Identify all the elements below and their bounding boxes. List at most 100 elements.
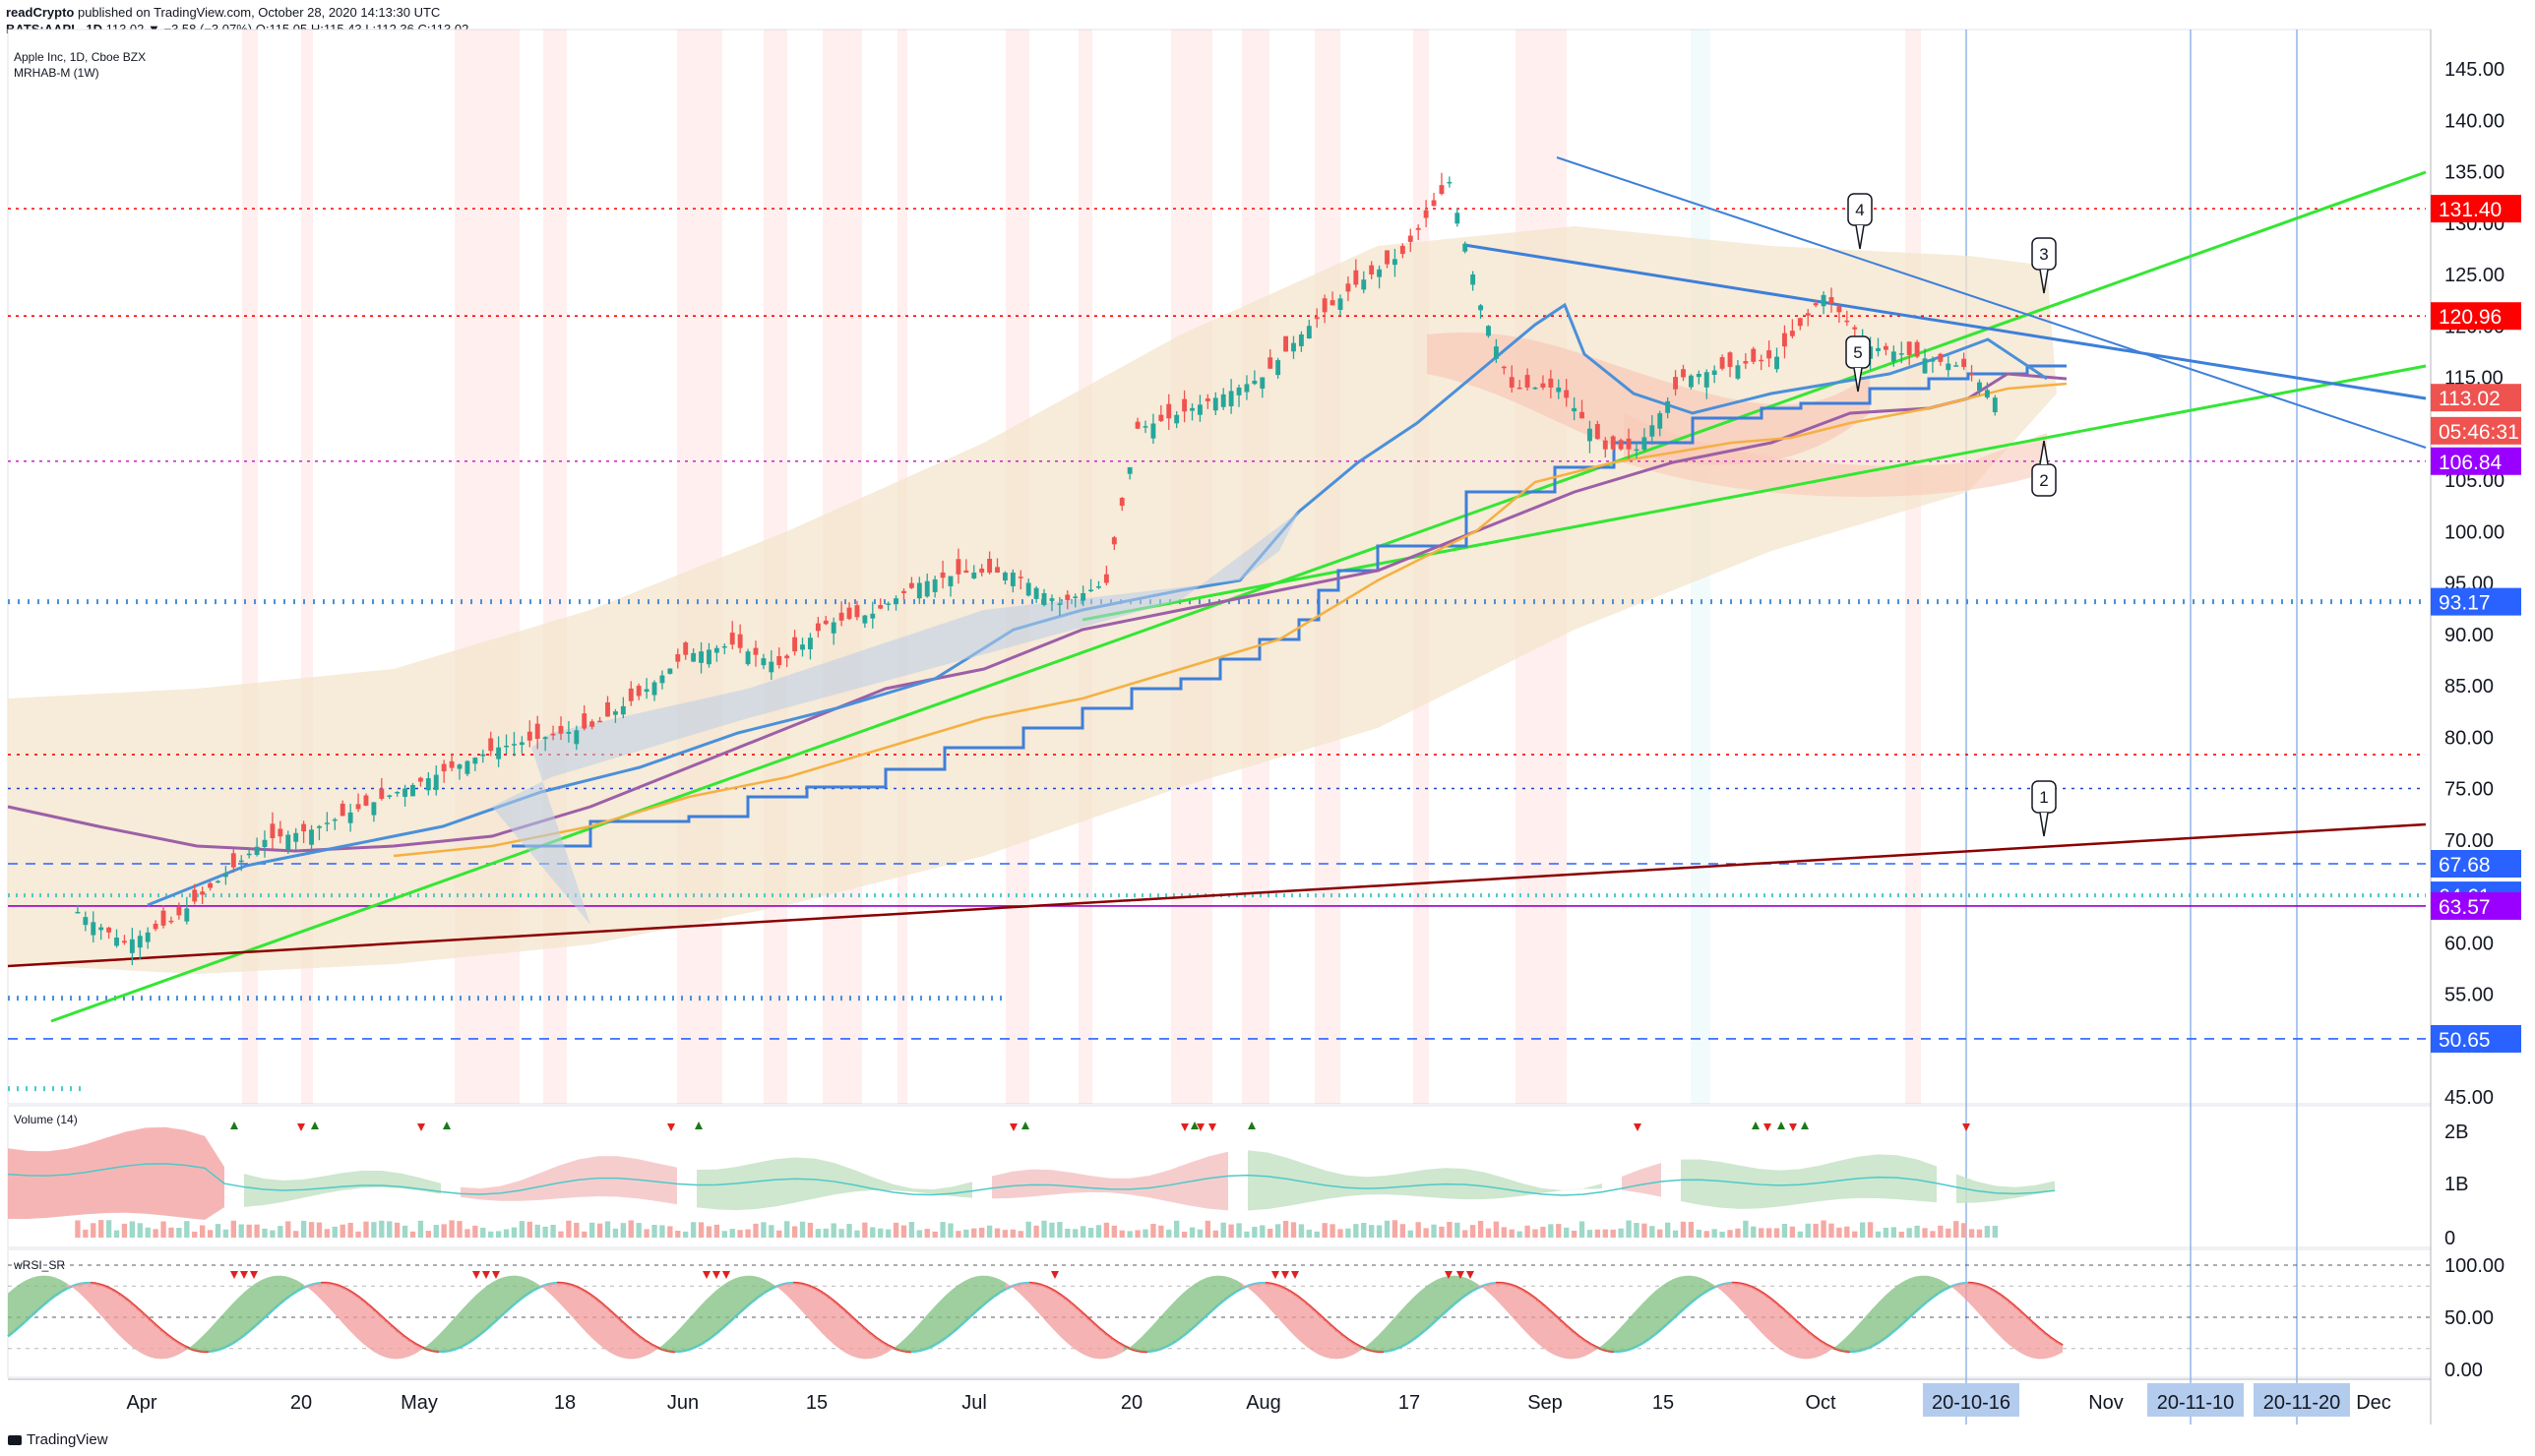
volume-bar (1212, 1230, 1218, 1238)
volume-bar (1672, 1230, 1679, 1238)
candle-body (1766, 350, 1772, 359)
candle-body (1283, 335, 1289, 352)
rsi-fill (1945, 1282, 1950, 1290)
price-tick-label: 60.00 (2444, 933, 2494, 954)
rsi-fill (2057, 1341, 2063, 1356)
rsi-fill (1638, 1302, 1643, 1347)
volume-bar (285, 1221, 291, 1238)
rsi-fill (445, 1321, 451, 1352)
volume-bar (262, 1228, 268, 1238)
candle-body (106, 927, 112, 933)
rsi-fill (138, 1308, 144, 1355)
volume-bar (729, 1229, 735, 1238)
volume-bar (1664, 1222, 1671, 1238)
rsi-fill (374, 1309, 380, 1356)
volume-bar (838, 1229, 844, 1238)
rsi-overbought-arrow (722, 1271, 730, 1279)
candle-body (246, 853, 252, 856)
rsi-fill (1419, 1287, 1425, 1336)
volume-bar (1805, 1223, 1811, 1238)
candle-body (644, 689, 649, 693)
main-legend-title[interactable]: Apple Inc, 1D, Cboe BZX (14, 50, 146, 64)
volume-bar (1626, 1220, 1632, 1238)
rsi-fill (1242, 1283, 1248, 1289)
volume-bar (550, 1225, 556, 1238)
candle-body (699, 651, 704, 663)
candle-body (1345, 283, 1351, 292)
volume-bar (1407, 1230, 1413, 1238)
candle-body (1088, 589, 1093, 591)
candle-body (659, 675, 665, 684)
candle-body (355, 804, 361, 810)
candle-body (488, 738, 494, 752)
volume-pane[interactable] (7, 1122, 2056, 1238)
rsi-fill (392, 1325, 398, 1360)
candle-body (636, 686, 642, 697)
volume-bar (1890, 1227, 1897, 1238)
rsi-fill (191, 1341, 197, 1351)
wrsi-pane[interactable] (7, 1264, 2431, 1360)
candle-body (75, 911, 81, 914)
rsi-fill (1094, 1323, 1100, 1360)
price-axis[interactable]: 145.00140.00135.00130.00125.00120.00115.… (2431, 59, 2521, 1381)
candle-body (1556, 387, 1562, 393)
volume-bar (417, 1220, 424, 1238)
candle-body (153, 923, 158, 930)
rsi-fill (303, 1284, 309, 1289)
volume-bar (690, 1222, 697, 1238)
volume-bar (1813, 1223, 1819, 1238)
rsi-fill (752, 1275, 758, 1303)
candle-body (1735, 365, 1741, 379)
volume-bar (1345, 1228, 1351, 1238)
candle-body (823, 620, 829, 625)
price-tick-label: 145.00 (2444, 59, 2504, 81)
price-tag-label: 67.68 (2439, 854, 2491, 877)
rsi-fill (1874, 1301, 1880, 1346)
publisher-name[interactable]: readCrypto (6, 5, 75, 20)
volume-bar (371, 1222, 377, 1238)
rsi-fill (415, 1343, 421, 1355)
volume-bar (121, 1223, 128, 1238)
rsi-tick-label: 100.00 (2444, 1255, 2504, 1277)
candle-body (1478, 305, 1484, 311)
main-price-pane[interactable]: 1 2 3 4 5 (7, 156, 2427, 1092)
callout-pointer (1853, 367, 1863, 393)
volume-bar (612, 1228, 619, 1238)
volume-bar (1946, 1228, 1951, 1238)
candle-body (192, 889, 198, 902)
candle-body (457, 764, 463, 769)
candle-body (1291, 342, 1296, 352)
candle-body (1431, 200, 1437, 207)
volume-bar (246, 1224, 252, 1238)
candle-body (815, 623, 821, 632)
rsi-fill (705, 1295, 711, 1343)
main-legend-indicator[interactable]: MRHAB-M (1W) (14, 66, 99, 80)
rsi-fill (1561, 1320, 1567, 1360)
rsi-fill (1142, 1330, 1147, 1352)
rsi-fill (634, 1331, 640, 1360)
volume-ribbon (1956, 1174, 2055, 1203)
rsi-fill (569, 1284, 575, 1320)
volume-bar (651, 1225, 657, 1238)
rsi-fill (1602, 1340, 1608, 1352)
volume-bar (542, 1226, 548, 1238)
candle-body (410, 785, 415, 797)
tradingview-footer[interactable]: TradingView (8, 1431, 108, 1448)
rsi-legend[interactable]: wRSI_SR (13, 1258, 65, 1272)
rsi-fill (852, 1316, 858, 1359)
volume-legend[interactable]: Volume (14) (14, 1113, 78, 1126)
blue-resistance-line-thin (1556, 156, 2427, 449)
candle-body (916, 582, 922, 599)
volume-bar (791, 1226, 798, 1238)
rsi-fill (1915, 1275, 1921, 1312)
candle-body (776, 656, 782, 666)
rsi-fill (1301, 1299, 1307, 1348)
rsi-fill (770, 1282, 775, 1290)
date-axis[interactable]: Apr 20 May 18 Jun 15 Jul 20 Aug 17 Sep 15 Oct Nov Dec 2… (126, 1383, 2391, 1417)
date-tick-label: Dec (2356, 1392, 2391, 1414)
candle-body (238, 860, 244, 863)
rsi-fill (1502, 1283, 1508, 1312)
volume-bar (168, 1227, 174, 1238)
green-trend-line-upper (50, 170, 2427, 1023)
